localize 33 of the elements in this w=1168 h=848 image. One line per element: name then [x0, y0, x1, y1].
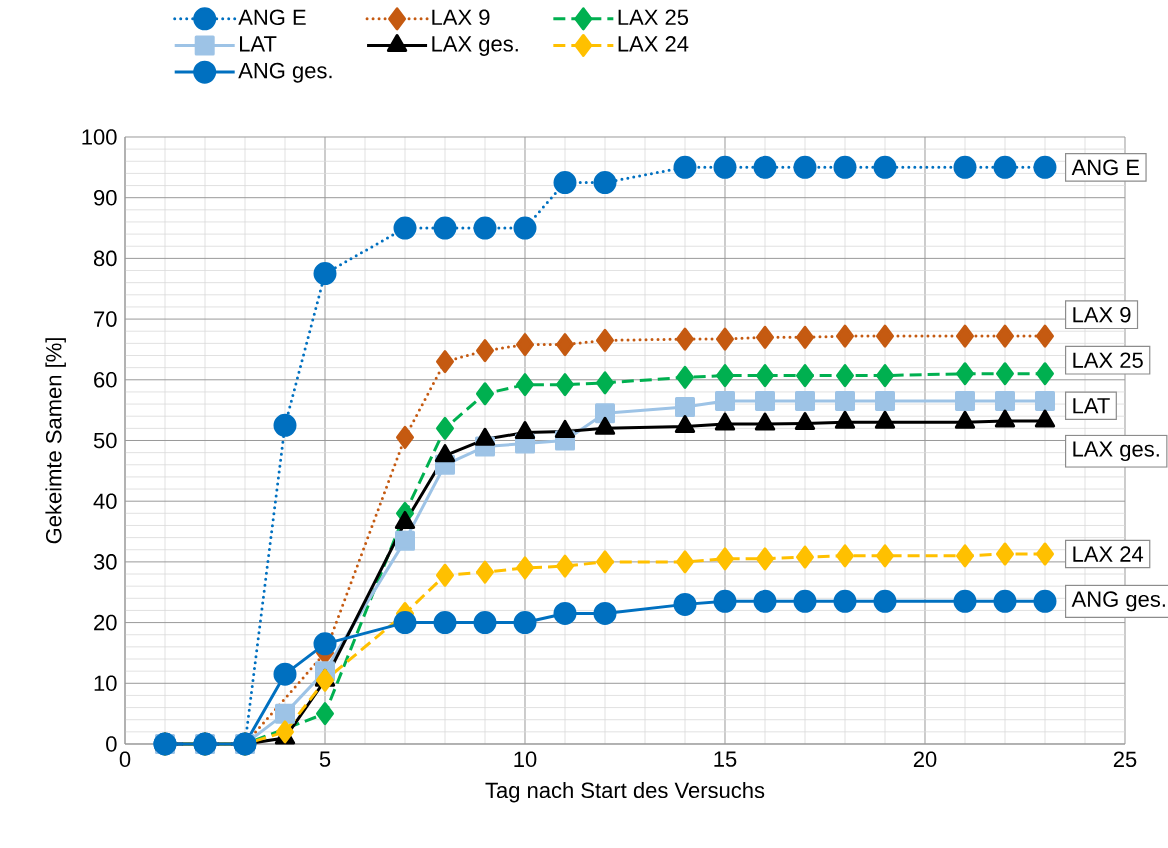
y-tick-label: 50 [93, 432, 117, 449]
x-tick-label: 0 [119, 751, 131, 768]
x-tick-label: 15 [714, 751, 737, 767]
y-tick-label: 10 [94, 675, 117, 692]
x-axis-title: Tag nach Start des Versuchs [485, 781, 765, 803]
annotation: LAX 25 [1073, 352, 1143, 368]
annotation: LAX ges. [1073, 441, 1159, 462]
y-tick-label: 0 [106, 736, 117, 752]
legend-label: ANG ges. [238, 62, 332, 83]
y-tick-label: 70 [94, 311, 117, 327]
x-tick-label: 10 [514, 751, 537, 768]
legend-label: LAX ges. [432, 36, 518, 56]
x-tick-label: 5 [319, 751, 331, 767]
y-axis-title: Gekeimte Samen [%] [45, 338, 66, 544]
annotation: LAX 9 [1073, 306, 1131, 323]
legend-label: LAX 25 [618, 9, 689, 26]
y-tick-label: 40 [93, 493, 117, 509]
legend-label: LAX 24 [618, 36, 689, 52]
y-tick-label: 30 [93, 554, 117, 570]
y-tick-label: 90 [94, 189, 117, 206]
legend-label: LAX 9 [432, 9, 490, 26]
annotation: ANG ges. [1071, 591, 1165, 612]
y-tick-label: 80 [93, 250, 117, 267]
x-tick-label: 20 [913, 751, 937, 768]
y-tick-label: 100 [82, 129, 117, 145]
x-tick-label: 25 [1113, 751, 1137, 768]
annotation: ANG E [1071, 159, 1140, 176]
y-tick-label: 60 [94, 371, 117, 388]
annotation: LAX 24 [1073, 546, 1144, 562]
legend-label: LAT [240, 36, 277, 52]
y-tick-label: 20 [94, 614, 117, 631]
legend-label: ANG E [238, 9, 306, 26]
annotation: LAT [1073, 398, 1110, 414]
